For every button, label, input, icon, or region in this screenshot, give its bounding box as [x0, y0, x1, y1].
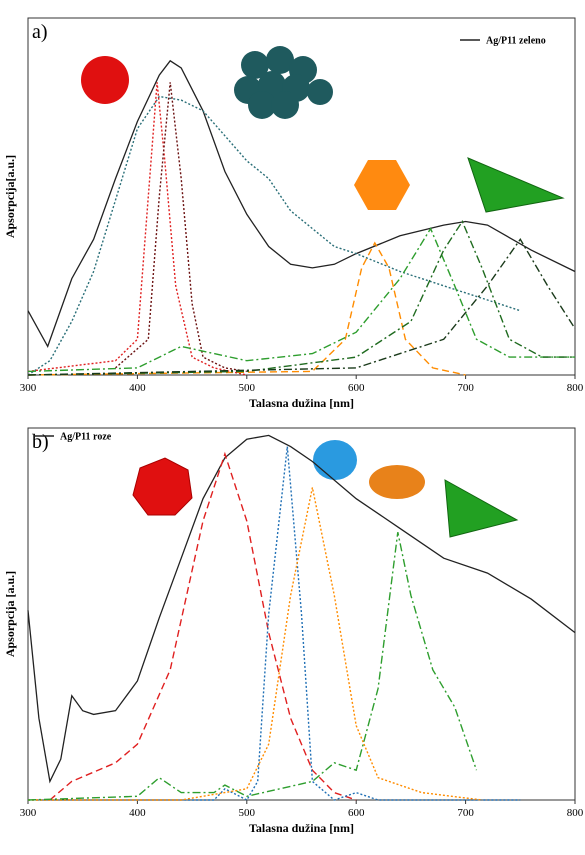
x-tick-label: 300 — [20, 382, 37, 394]
x-tick-label: 700 — [457, 382, 474, 394]
panel-label: a) — [32, 21, 48, 43]
x-tick-label: 500 — [239, 382, 256, 394]
disk-icon — [313, 440, 357, 480]
data-line — [27, 241, 466, 376]
panel-label: b) — [32, 431, 49, 453]
data-line — [27, 434, 576, 784]
x-tick-label: 700 — [457, 807, 474, 819]
x-tick-label: 400 — [129, 807, 146, 819]
polyhedron-icon — [132, 457, 193, 516]
x-tick-label: 600 — [348, 382, 365, 394]
data-line — [27, 220, 575, 376]
x-tick-label: 600 — [348, 807, 365, 819]
triangle-icon — [467, 157, 565, 213]
x-axis-title: Talasna dužina [nm] — [249, 821, 354, 835]
x-tick-label: 400 — [129, 382, 146, 394]
x-tick-label: 800 — [567, 382, 584, 394]
data-line — [27, 238, 576, 376]
y-axis-title: Apsorpcija [a.u.] — [3, 571, 17, 657]
plot-frame — [27, 17, 576, 376]
legend-label: Ag/P11 zeleno — [486, 36, 546, 47]
data-line — [27, 59, 576, 348]
particle-icons-a — [81, 46, 565, 213]
disk-icon — [369, 465, 425, 499]
plot: 300 400 500 600 700 800 Talasna dužina [nm] Aps… — [3, 17, 584, 410]
cluster-icon — [234, 46, 333, 119]
legend-label: Ag/P11 roze — [60, 432, 112, 443]
x-tick-label: 800 — [567, 807, 584, 819]
plot: 300 400 500 600 700 800 Talasna dužina [nm] Aps… — [3, 427, 584, 835]
sphere-icon — [81, 56, 129, 104]
x-tick-label: 300 — [20, 807, 37, 819]
x-tick-label: 500 — [239, 807, 256, 819]
x-axis-title: Talasna dužina [nm] — [249, 396, 354, 410]
hexagon-icon — [354, 160, 410, 210]
data-line — [28, 446, 521, 801]
data-line — [28, 487, 483, 801]
triangle-icon — [444, 479, 519, 538]
particle-icons-b — [132, 440, 519, 538]
data-line — [27, 82, 247, 376]
data-line — [27, 95, 521, 376]
data-line — [49, 451, 357, 801]
data-line — [27, 532, 478, 801]
y-axis-title: Apsorpcija[a.u.] — [3, 155, 17, 238]
data-line — [27, 227, 575, 373]
